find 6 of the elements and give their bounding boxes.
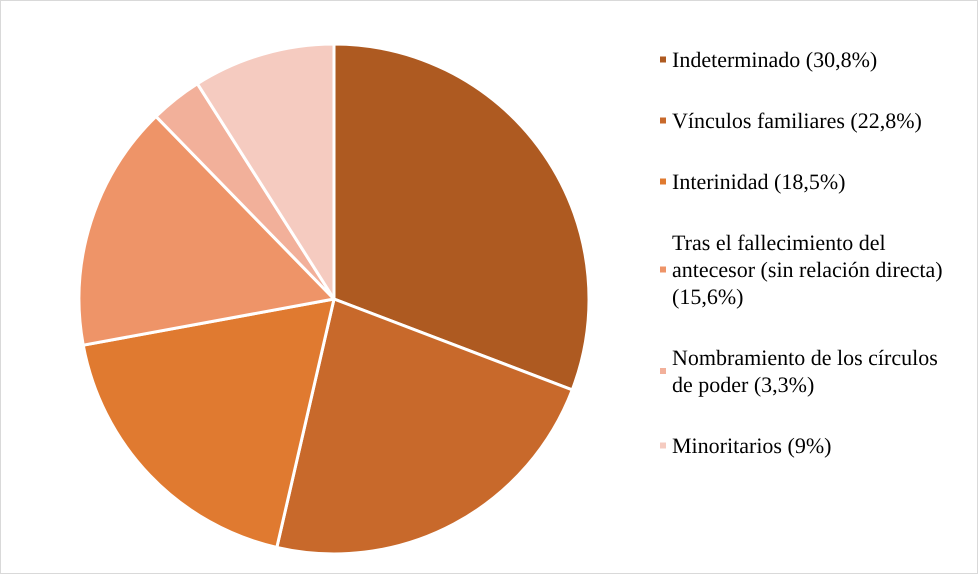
legend-label: Minoritarios (9%) (672, 433, 832, 458)
legend-label: Interinidad (18,5%) (672, 169, 846, 194)
legend-label: Nombramiento de los círculos de poder (3,3%) (672, 345, 944, 397)
legend-label: Indeterminado (30,8%) (672, 47, 878, 72)
legend-label: Vínculos familiares (22,8%) (672, 108, 922, 133)
legend-label: Tras el fallecimiento del antecesor (sin relación directa) (15,6%) (672, 230, 948, 309)
